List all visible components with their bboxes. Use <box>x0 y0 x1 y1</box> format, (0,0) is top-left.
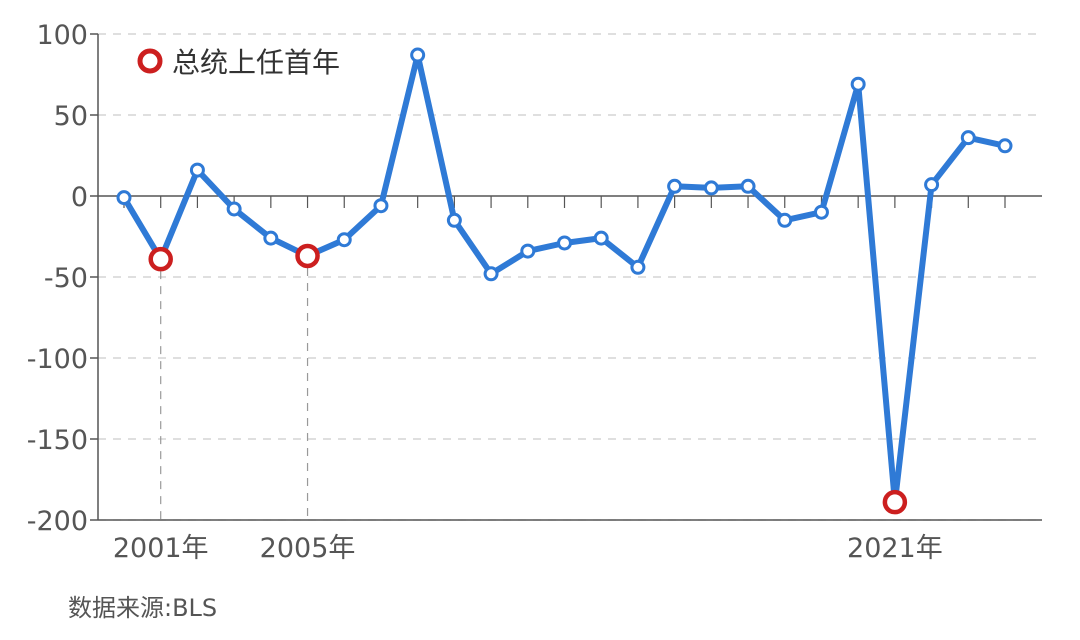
source-label: 数据来源:BLS <box>68 594 218 622</box>
data-point <box>189 162 205 178</box>
data-point <box>997 138 1013 154</box>
y-tick-label: -200 <box>27 506 88 537</box>
data-point <box>483 266 499 282</box>
data-point <box>116 190 132 206</box>
y-tick-label: -50 <box>44 263 88 294</box>
y-tick-label: 0 <box>71 182 88 213</box>
data-point <box>226 201 242 217</box>
y-tick-label: 50 <box>54 101 88 132</box>
data-point <box>924 177 940 193</box>
data-point <box>593 230 609 246</box>
data-point <box>557 235 572 251</box>
tick-labels: 100 50 0 -50 -100 -150 -200 2001年 2005年 2021年 <box>27 20 943 564</box>
data-point <box>336 232 352 248</box>
data-point <box>850 76 866 92</box>
data-point <box>813 204 829 220</box>
data-point <box>410 47 426 63</box>
data-point <box>703 180 719 196</box>
data-point <box>740 178 756 194</box>
highlight-guides <box>160 267 309 520</box>
data-point <box>520 243 536 259</box>
y-tick-label: 100 <box>36 20 88 51</box>
data-point <box>373 198 389 214</box>
data-point <box>630 259 646 275</box>
data-point <box>777 212 793 228</box>
data-point <box>446 212 462 228</box>
highlight-point <box>295 243 320 269</box>
x-tick-label: 2021年 <box>847 533 943 564</box>
x-tick-label: 2005年 <box>260 533 356 564</box>
legend-marker <box>137 48 163 74</box>
data-point <box>960 130 976 146</box>
legend-label: 总统上任首年 <box>172 46 340 79</box>
series <box>116 47 1013 515</box>
data-point <box>667 178 683 194</box>
y-tick-label: -100 <box>27 344 88 375</box>
highlight-point <box>148 246 173 272</box>
x-tick-label: 2001年 <box>113 533 209 564</box>
data-point <box>263 230 279 246</box>
series-line <box>121 52 1008 506</box>
highlight-point <box>882 489 908 515</box>
y-tick-label: -150 <box>27 425 88 456</box>
legend: 总统上任首年 <box>137 46 340 79</box>
